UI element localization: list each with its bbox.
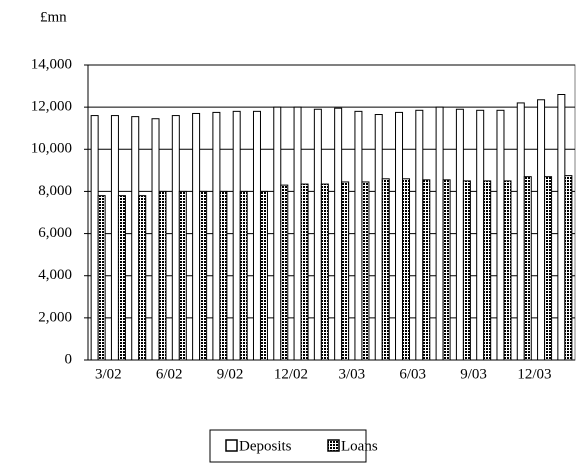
x-tick-label: 3/02 [95,366,122,382]
legend-label: Loans [341,438,378,454]
unit-label: £mn [40,9,67,25]
y-tick-label: 8,000 [38,183,72,199]
y-tick-label: 4,000 [38,267,72,283]
bar [320,183,329,361]
bar [537,99,546,361]
bar [192,112,201,361]
bar [334,107,343,361]
bar [476,109,485,361]
bar [374,114,383,361]
x-tick-label: 12/02 [274,366,308,382]
x-tick-label: 6/03 [399,366,426,382]
legend-swatch [327,439,340,452]
bar [557,94,566,361]
bar [455,108,464,361]
bar [178,190,187,361]
y-tick-label: 10,000 [31,141,72,157]
y-tick-label: 6,000 [38,225,72,241]
bar [151,118,160,361]
bar [435,106,444,361]
bar [503,180,512,361]
bar [171,115,180,361]
bar [131,116,140,361]
bar [97,195,106,361]
bar [313,108,322,361]
bar [293,106,302,361]
bar [381,178,390,361]
legend-swatch [225,439,238,452]
bar [442,179,451,361]
bar [483,180,492,361]
x-tick-label: 9/03 [460,366,487,382]
bar [252,110,261,361]
bar [117,195,126,361]
bar [422,179,431,361]
bar [212,111,221,361]
bar [199,190,208,361]
x-tick-label: 6/02 [156,366,183,382]
bar [90,115,99,361]
bar [395,111,404,361]
bar [239,190,248,361]
bar [232,110,241,361]
bar [273,106,282,361]
bar [158,190,167,361]
bar [402,178,411,361]
bar [415,109,424,361]
bar [544,176,553,361]
bar [354,110,363,361]
legend-label: Deposits [239,438,292,454]
x-tick-label: 3/03 [338,366,365,382]
bar [516,102,525,361]
bar [110,115,119,361]
x-tick-label: 9/02 [217,366,244,382]
bar [138,195,147,361]
bar [496,109,505,361]
bar [280,184,289,361]
bar [564,175,573,361]
y-tick-label: 2,000 [38,309,72,325]
bar [462,180,471,361]
y-tick-label: 14,000 [31,56,72,72]
bar [259,190,268,361]
bar [523,176,532,361]
bar [219,190,228,361]
bar [361,181,370,361]
bar [300,183,309,361]
y-tick-label: 12,000 [31,99,72,115]
y-tick-label: 0 [65,351,73,367]
x-tick-label: 12/03 [517,366,551,382]
bar [341,181,350,361]
